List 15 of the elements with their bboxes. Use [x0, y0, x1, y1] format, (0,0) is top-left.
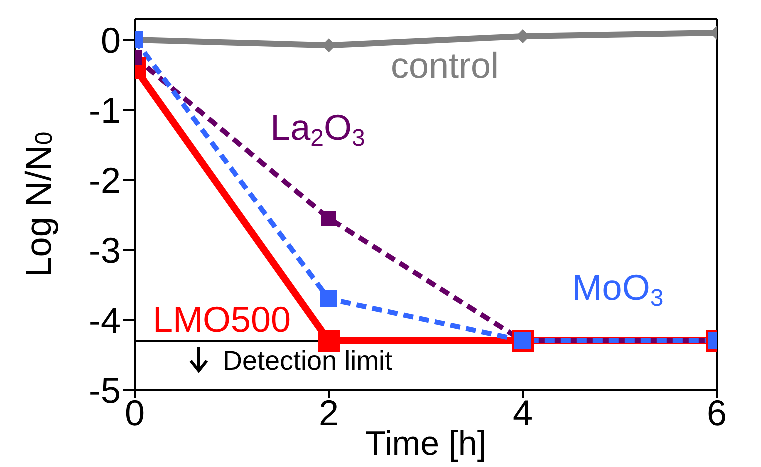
y-tick-label: -5	[88, 370, 121, 411]
y-tick-label: -1	[88, 90, 121, 131]
y-tick-label: 0	[100, 20, 121, 61]
x-axis-title: Time [h]	[365, 425, 487, 463]
x-tick-label: 4	[512, 392, 534, 434]
y-tick-label: -3	[88, 230, 121, 271]
series-label: La$_{2}$O$_{3}$	[270, 107, 366, 152]
y-tick-label: -2	[88, 160, 121, 201]
ref-line-label: Detection limit	[223, 346, 394, 376]
series-label: MoO$_{3}$	[572, 267, 664, 312]
series-label: LMO500	[152, 299, 292, 340]
y-tick-label: -4	[88, 300, 121, 341]
x-tick-label: 6	[706, 392, 728, 434]
series-label: control	[390, 45, 500, 86]
x-tick-label: 2	[318, 392, 340, 434]
